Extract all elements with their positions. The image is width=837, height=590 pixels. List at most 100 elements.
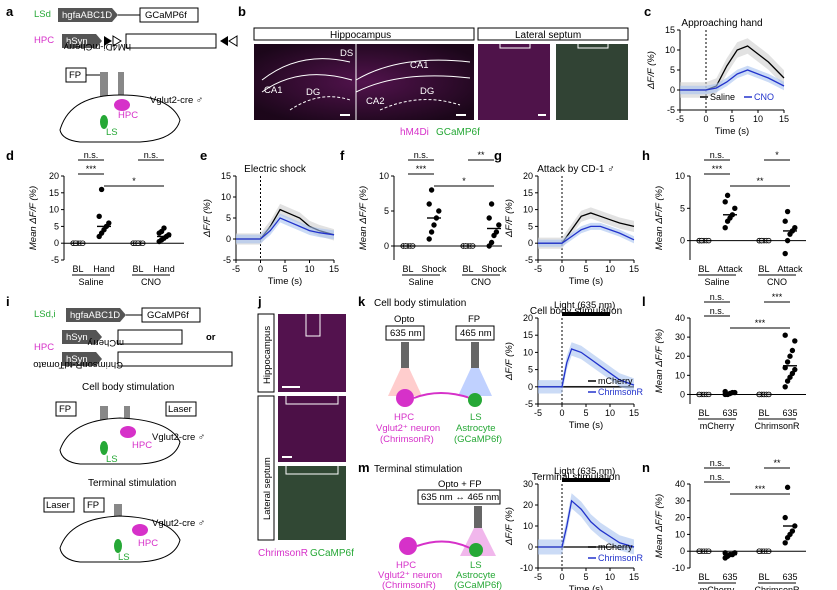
panel-e-letter: e: [200, 148, 207, 163]
c-y-tick-label-4: 15: [665, 25, 675, 35]
h-point-3-4: [792, 224, 798, 231]
m-x-tick-label-2: 5: [583, 572, 588, 582]
c-x-tick-label-0: -5: [676, 114, 684, 124]
l-y-tick-label-2: 20: [675, 351, 685, 361]
ls-blob-a: [100, 115, 108, 129]
d-point-1-5: [96, 213, 102, 220]
l-group-label-1: ChrimsonR: [754, 421, 800, 431]
k-astrocyte-body: [468, 393, 482, 407]
laser-box-i1: [165, 401, 197, 417]
f-y-tick-label-2: 10: [379, 171, 389, 181]
c-y-tick-label-3: 10: [665, 45, 675, 55]
l-point-3-1: [784, 378, 791, 384]
l-point-3-7: [787, 353, 793, 359]
gene-gcamp-label: GCaMP6f: [145, 10, 187, 21]
panel-n-letter: n: [642, 460, 650, 475]
region-ca2: CA2: [366, 96, 384, 107]
chart-k: -5 0 5 10 15 20 -5 0 5 10 15 Time (s) ΔF/F (%) Cell b…: [504, 300, 644, 431]
panel-i-hpc-label: HPC: [34, 342, 54, 353]
g-band-1: [538, 222, 634, 247]
m-x-tick-label-1: 0: [559, 572, 564, 582]
m-neuron-body: [399, 537, 417, 555]
m-astrocyte-body: [469, 543, 483, 557]
f-point-3-1: [488, 239, 495, 246]
d-x-tick-label-2: BL: [132, 264, 143, 274]
m-y-tick-label-2: 10: [523, 521, 533, 531]
hippocampus-title: Hippocampus: [330, 30, 391, 41]
l-sig-label-0: n.s.: [710, 292, 725, 302]
promoter-hgfa-i-label: hgfaABC1D: [70, 310, 120, 321]
e-band-1: [236, 213, 334, 244]
d-y-tick-label-3: 10: [49, 205, 59, 215]
f-point-1-0: [426, 236, 432, 242]
n-point-3-0: [782, 540, 788, 546]
e-y-tick-label-4: 15: [221, 171, 231, 181]
f-x-tick-label-0: BL: [402, 264, 413, 274]
panel-a-lsd-label: LSd: [34, 9, 51, 20]
f-ylabel: Mean ΔF/F (%): [358, 186, 369, 250]
l-x-tick-label-3: 635: [782, 408, 797, 418]
panel-j-letter: j: [257, 294, 262, 309]
h-point-1-4: [732, 205, 738, 212]
n-x-tick-label-1: 635: [722, 572, 737, 582]
g-x-tick-label-4: 15: [629, 264, 639, 274]
c-legend-label-0: Saline: [710, 92, 735, 102]
n-group-label-0: mCherry: [700, 585, 735, 590]
k-neuron-label-1: HPC: [394, 412, 414, 423]
chart-m: -10 0 10 20 30 -5 0 5 10 15 Time (s) ΔF/F (%) Termin…: [504, 466, 644, 590]
e-x-tick-label-4: 15: [329, 264, 339, 274]
d-x-tick-label-0: BL: [72, 264, 83, 274]
g-ylabel: ΔF/F (%): [504, 199, 515, 238]
panel-g-letter: g: [494, 148, 502, 163]
k-wave-1: 635 nm: [390, 328, 422, 339]
gene-hm4di-box: [125, 33, 217, 49]
m-x-tick-label-3: 10: [605, 572, 615, 582]
c-band-0: [680, 38, 784, 98]
h-point-3-0: [782, 250, 788, 257]
n-y-tick-label-0: -10: [672, 563, 685, 573]
e-x-tick-label-2: 5: [282, 264, 287, 274]
m-wave-label: 635 nm ↔ 465 nm: [421, 492, 499, 503]
panel-b: b Hippocampus Lateral septum CA1 DS DG C…: [238, 4, 629, 138]
c-y-tick-label-0: -5: [667, 105, 675, 115]
k-x-tick-label-1: 0: [559, 408, 564, 418]
lox-site-1: [104, 36, 112, 46]
f-y-tick-label-1: 5: [384, 206, 389, 216]
n-sig-label-3: ***: [755, 484, 766, 494]
m-xlabel: Time (s): [569, 584, 603, 590]
gene-mcherry-box: [117, 329, 183, 345]
panel-m-schematic: m Terminal stimulation Opto + FP 635 nm …: [358, 460, 502, 590]
k-y-tick-label-5: 20: [523, 313, 533, 323]
chart-h: h 0 5 10 BL Attack BL Attack Saline CNO Mean ΔF/F …: [642, 148, 806, 287]
l-group-label-0: mCherry: [700, 421, 735, 431]
m-ylabel: ΔF/F (%): [504, 507, 515, 546]
h-sig-label-0: n.s.: [710, 150, 725, 160]
l-point-3-3: [789, 370, 796, 377]
m-y-tick-label-4: 30: [523, 479, 533, 489]
h-y-tick-label-2: 10: [675, 171, 685, 181]
h-point-1-0: [722, 224, 728, 231]
f-point-1-5: [426, 201, 432, 207]
c-title: Approaching hand: [681, 18, 762, 29]
l-point-3-6: [784, 359, 791, 365]
g-y-tick-label-2: 5: [528, 221, 533, 231]
h-ylabel: Mean ΔF/F (%): [654, 186, 665, 250]
k-astro-label-2: Astrocyte: [456, 423, 496, 434]
j-merge-image: [278, 466, 346, 540]
chart-e: e -5 0 5 10 15 -5 0 5 10 15 Time (s) ΔF/F (%) Electri…: [200, 148, 339, 287]
h-group-label-1: CNO: [767, 277, 787, 287]
c-ylabel: ΔF/F (%): [646, 51, 657, 90]
h-y-tick-label-1: 5: [680, 203, 685, 213]
m-y-tick-label-0: -10: [520, 563, 533, 573]
panel-k-letter: k: [358, 294, 366, 309]
h-x-tick-label-3: Attack: [777, 264, 803, 274]
f-point-1-4: [436, 208, 442, 214]
k-x-tick-label-2: 5: [583, 408, 588, 418]
e-x-tick-label-0: -5: [232, 264, 240, 274]
f-point-1-2: [431, 222, 437, 228]
region-dg-right: DG: [420, 86, 434, 97]
h-sig-label-3: **: [756, 176, 764, 186]
legend-gcamp-b: GCaMP6f: [436, 127, 480, 138]
d-point-1-6: [98, 186, 105, 193]
n-y-tick-label-3: 20: [675, 513, 685, 523]
